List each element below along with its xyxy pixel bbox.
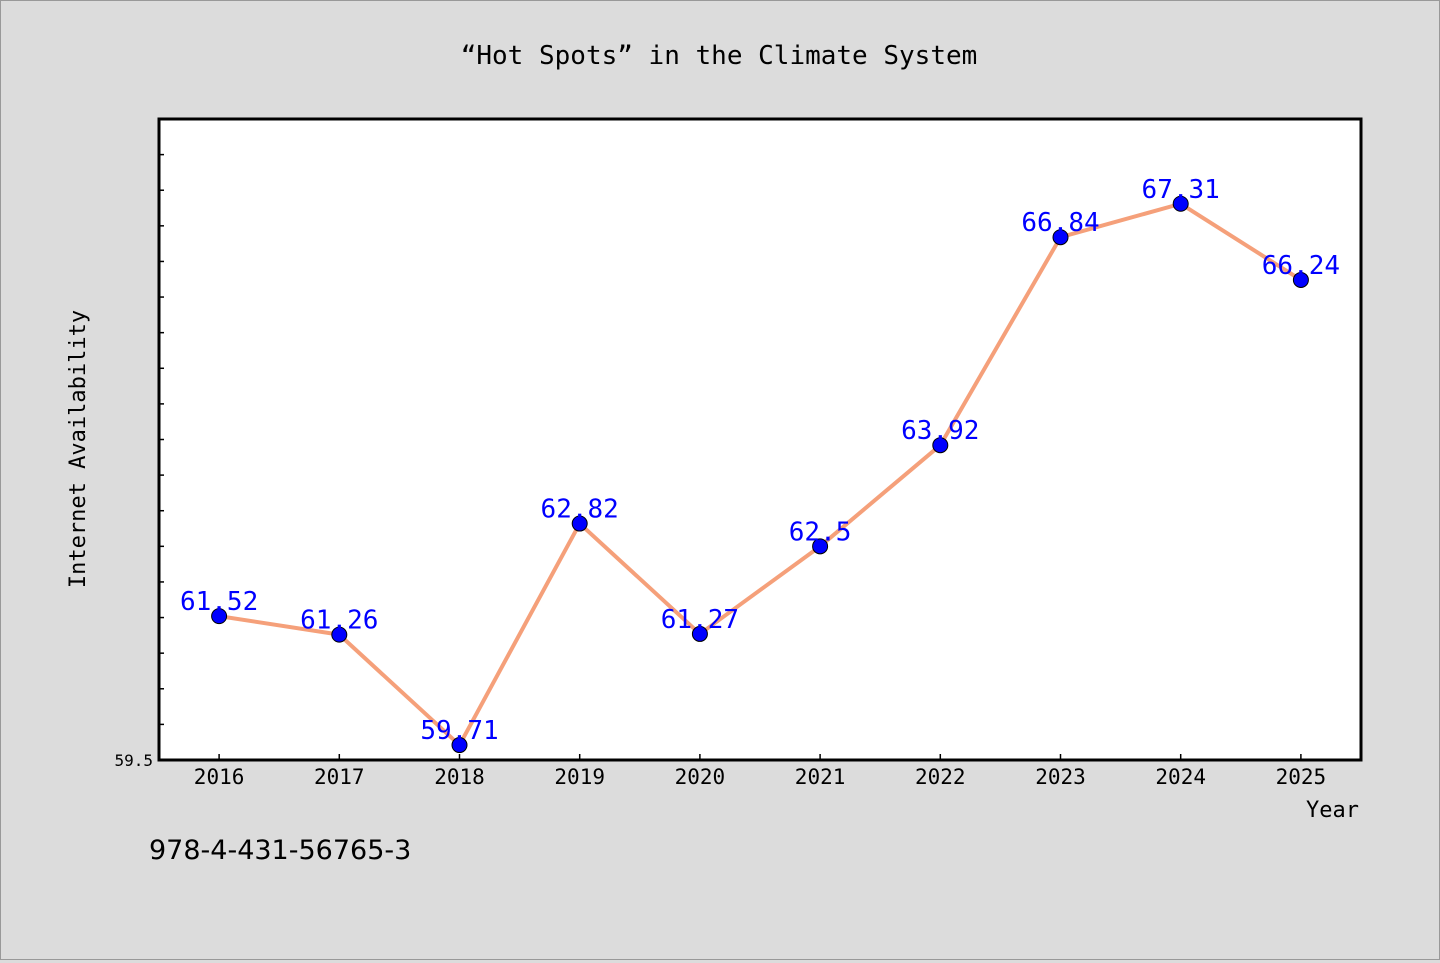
series-line	[218, 201, 1302, 748]
data-label: 61.26	[300, 606, 378, 636]
data-label: 66.84	[1021, 208, 1099, 238]
series-layer	[211, 195, 1309, 754]
data-point	[1292, 271, 1309, 288]
data-label: 63.92	[901, 416, 979, 446]
x-tick-label: 2023	[1035, 765, 1086, 789]
x-axis-label: Year	[1306, 798, 1359, 823]
x-tick-label: 2021	[795, 765, 846, 789]
x-tick-label: 2019	[554, 765, 605, 789]
x-tick-label: 2017	[314, 765, 365, 789]
y-tick-label: 59.5	[114, 751, 153, 770]
isbn-text: 978-4-431-56765-3	[149, 835, 412, 866]
data-label: 67.31	[1142, 175, 1220, 205]
x-tick-label: 2025	[1276, 765, 1327, 789]
data-label-layer: 61.52 61.26 59.71 62.82 61.27 62.5 63.92 66.84 6…	[180, 175, 1340, 746]
x-tick-label: 2016	[194, 765, 245, 789]
data-point	[932, 437, 949, 454]
y-axis-ticks: 59.5	[114, 118, 164, 770]
data-point	[211, 608, 228, 625]
data-label: 61.27	[661, 605, 739, 635]
data-point	[691, 625, 708, 642]
data-point	[1172, 195, 1189, 212]
x-tick-label: 2020	[675, 765, 726, 789]
data-label: 62.82	[541, 495, 619, 525]
chart-title: “Hot Spots” in the Climate System	[461, 41, 978, 71]
y-axis-label: Internet Availability	[66, 310, 91, 588]
data-point	[451, 737, 468, 754]
data-label: 59.71	[420, 716, 498, 746]
data-point	[812, 538, 829, 555]
data-label: 61.52	[180, 587, 258, 617]
data-label: 66.24	[1262, 251, 1340, 281]
data-point	[331, 626, 348, 643]
x-tick-label: 2018	[434, 765, 485, 789]
x-tick-label: 2022	[915, 765, 966, 789]
x-tick-label: 2024	[1155, 765, 1206, 789]
plot-area	[157, 117, 1363, 762]
data-point	[571, 515, 588, 532]
data-point	[1052, 229, 1069, 246]
x-axis-ticks: 2016 2017 2018 2019 2020 2021 2022 2023 2024 2025	[194, 754, 1326, 789]
data-label: 62.5	[789, 517, 852, 547]
